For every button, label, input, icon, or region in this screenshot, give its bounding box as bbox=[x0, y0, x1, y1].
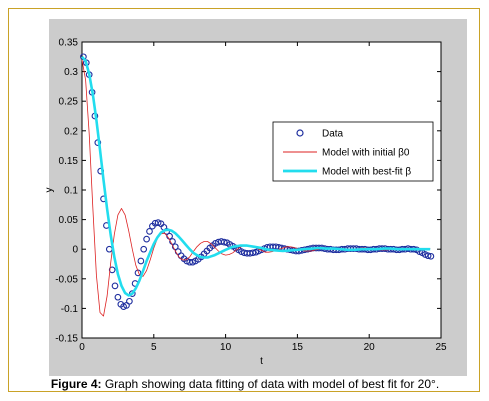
data-point bbox=[108, 266, 116, 274]
legend: Data Model with initial β0 Model with best… bbox=[272, 121, 434, 182]
x-axis-label: t bbox=[260, 356, 263, 367]
y-tick-label: 0.1 bbox=[64, 186, 78, 197]
x-tick-label: 20 bbox=[364, 342, 376, 353]
data-point bbox=[220, 238, 228, 246]
x-tick-label: 5 bbox=[151, 342, 157, 353]
y-tick-label: 0 bbox=[72, 245, 78, 256]
data-point bbox=[154, 219, 162, 226]
data-point bbox=[111, 282, 119, 290]
x-tick-label: 25 bbox=[435, 342, 447, 353]
data-point bbox=[114, 293, 122, 301]
x-tick-label: 10 bbox=[220, 342, 232, 353]
y-axis-label: y bbox=[44, 188, 55, 193]
data-point bbox=[140, 245, 148, 253]
y-tick-label: 0.3 bbox=[64, 67, 78, 78]
legend-label: Model with initial β0 bbox=[322, 148, 410, 159]
y-tick-label: 0.05 bbox=[59, 215, 79, 226]
legend-label: Model with best-fit β bbox=[322, 167, 411, 178]
data-point bbox=[171, 243, 179, 251]
y-tick-label: -0.1 bbox=[61, 304, 79, 315]
data-point bbox=[143, 235, 150, 243]
y-tick-label: 0.35 bbox=[59, 38, 79, 49]
legend-data-marker bbox=[296, 129, 304, 137]
caption-text: Graph showing data fitting of data with … bbox=[101, 377, 440, 391]
x-tick-label: 0 bbox=[79, 342, 85, 353]
y-tick-label: 0.2 bbox=[64, 126, 78, 137]
data-point bbox=[146, 228, 153, 235]
figure-caption: Figure 4: Graph showing data fitting of … bbox=[9, 377, 481, 391]
x-tick-label: 15 bbox=[292, 342, 304, 353]
legend-label: Data bbox=[322, 129, 344, 140]
y-tick-label: 0.25 bbox=[59, 97, 79, 108]
data-point bbox=[126, 297, 133, 305]
plot-area bbox=[81, 41, 442, 339]
data-point bbox=[169, 238, 176, 245]
y-tick-label: -0.05 bbox=[55, 274, 78, 285]
data-point bbox=[249, 249, 257, 257]
y-tick-label: -0.15 bbox=[55, 334, 78, 345]
chart: -0.15 -0.1 -0.05 0 0.05 0.1 0.15 0.2 0.25 0.3 0.35… bbox=[44, 38, 447, 368]
y-tick-label: 0.15 bbox=[59, 156, 79, 167]
data-point bbox=[424, 252, 432, 260]
figure-frame: -0.15 -0.1 -0.05 0 0.05 0.1 0.15 0.2 0.25 0.3 0.35… bbox=[8, 8, 480, 392]
data-point bbox=[137, 257, 145, 265]
caption-label: Figure 4: bbox=[50, 377, 102, 391]
best-fit-model-line bbox=[81, 55, 431, 297]
data-point bbox=[427, 252, 435, 260]
